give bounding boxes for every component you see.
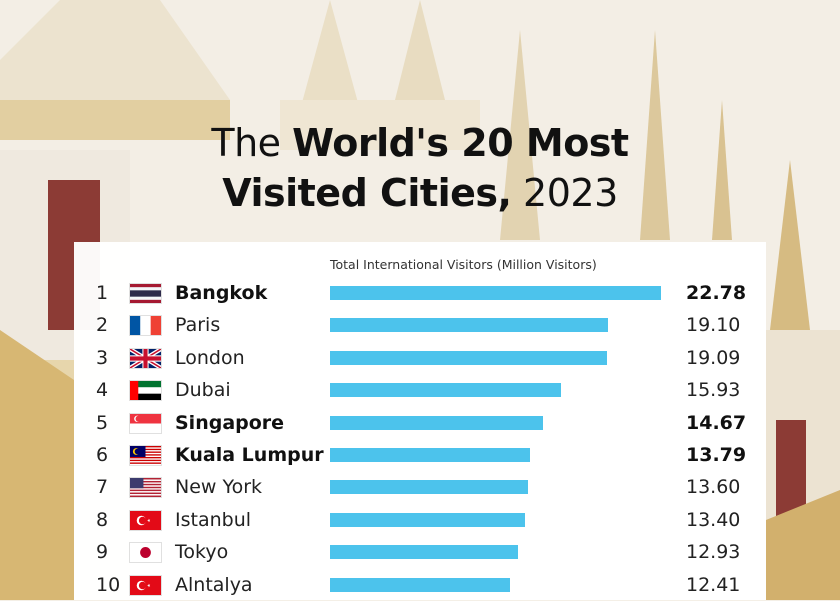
rank-label: 7 bbox=[96, 476, 109, 499]
value-label: 19.09 bbox=[686, 346, 741, 369]
bar bbox=[330, 350, 608, 365]
city-label: Tokyo bbox=[175, 541, 229, 564]
rank-label: 9 bbox=[96, 541, 109, 564]
value-label: 19.10 bbox=[686, 314, 741, 337]
city-label: Alntalya bbox=[175, 573, 253, 596]
value-label: 13.60 bbox=[686, 476, 741, 499]
thailand-flag-icon bbox=[130, 284, 161, 303]
bar bbox=[330, 286, 661, 300]
bar bbox=[330, 415, 544, 430]
japan-flag-icon bbox=[130, 543, 161, 563]
table-row: 7 New York 13.60 bbox=[0, 471, 840, 503]
value-label: 15.93 bbox=[686, 379, 741, 402]
city-label: Dubai bbox=[175, 379, 231, 402]
title-prefix: The bbox=[211, 121, 293, 165]
title-main-line2: Visited Cities, bbox=[222, 171, 512, 215]
bar bbox=[330, 318, 608, 333]
axis-title: Total International Visitors (Million Vi… bbox=[330, 257, 597, 272]
table-row: 5 Singapore 14.67 bbox=[0, 407, 840, 439]
rank-label: 5 bbox=[96, 411, 109, 434]
city-label: Bangkok bbox=[175, 282, 268, 304]
value-label: 12.93 bbox=[686, 541, 741, 564]
value-label: 14.67 bbox=[686, 411, 747, 434]
table-row: 8 Istanbul 13.40 bbox=[0, 504, 840, 536]
chart-title: The World's 20 Most Visited Cities, 2023 bbox=[0, 118, 840, 218]
table-row: 3 London 19.09 bbox=[0, 342, 840, 374]
bar bbox=[330, 545, 518, 560]
table-row: 10 Alntalya 12.41 bbox=[0, 569, 840, 601]
bar bbox=[330, 577, 511, 592]
malaysia-flag-icon bbox=[130, 446, 161, 465]
title-year: 2023 bbox=[511, 171, 618, 215]
bar bbox=[330, 383, 562, 398]
table-row: 1 Bangkok 22.78 bbox=[0, 277, 840, 309]
value-label: 13.40 bbox=[686, 508, 741, 531]
city-label: Istanbul bbox=[175, 508, 252, 531]
rank-label: 2 bbox=[96, 314, 109, 337]
city-label: Singapore bbox=[175, 411, 285, 434]
rank-label: 3 bbox=[96, 346, 109, 369]
singapore-flag-icon bbox=[130, 413, 161, 433]
table-row: 2 Paris 19.10 bbox=[0, 309, 840, 341]
table-row: 9 Tokyo 12.93 bbox=[0, 536, 840, 568]
city-label: Kuala Lumpur bbox=[175, 444, 324, 466]
turkey-flag-icon bbox=[130, 575, 161, 595]
uk-flag-icon bbox=[130, 348, 161, 368]
value-label: 13.79 bbox=[686, 444, 747, 466]
table-row: 6 Kuala Lumpur 13.79 bbox=[0, 439, 840, 471]
usa-flag-icon bbox=[130, 478, 161, 498]
city-label: Paris bbox=[175, 314, 221, 337]
table-row: 4 Dubai 15.93 bbox=[0, 374, 840, 406]
rank-label: 8 bbox=[96, 508, 109, 531]
rank-label: 10 bbox=[96, 573, 121, 596]
value-label: 12.41 bbox=[686, 573, 741, 596]
city-label: London bbox=[175, 346, 245, 369]
rank-label: 4 bbox=[96, 379, 109, 402]
rank-label: 6 bbox=[96, 444, 109, 466]
turkey-flag-icon bbox=[130, 510, 161, 530]
value-label: 22.78 bbox=[686, 282, 747, 304]
rank-label: 1 bbox=[96, 282, 109, 304]
title-main-line1: World's 20 Most bbox=[292, 121, 629, 165]
france-flag-icon bbox=[130, 316, 161, 336]
city-label: New York bbox=[175, 476, 263, 499]
bar bbox=[330, 448, 531, 462]
uae-flag-icon bbox=[130, 381, 161, 401]
bar bbox=[330, 480, 528, 495]
bar bbox=[330, 512, 525, 527]
